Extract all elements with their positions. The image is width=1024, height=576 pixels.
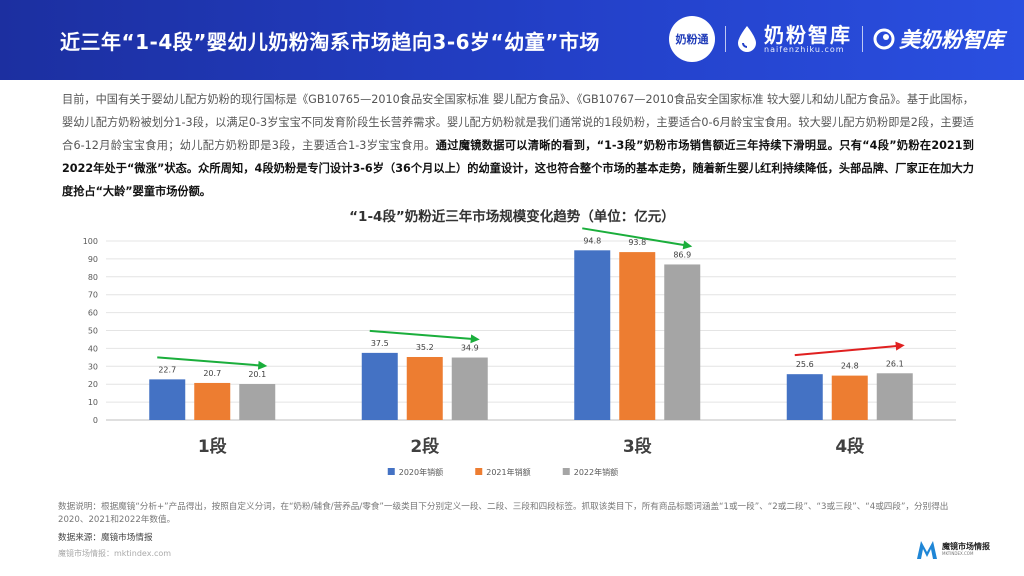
legend-label: 2021年销额 — [486, 467, 530, 477]
legend-swatch — [475, 468, 483, 475]
y-tick-label: 20 — [88, 380, 98, 389]
trend-arrow — [369, 329, 473, 340]
bar — [831, 375, 868, 420]
bar-value-label: 86.9 — [673, 250, 691, 259]
bar-value-label: 20.7 — [203, 369, 221, 378]
trend-arrow-head — [470, 334, 480, 344]
naifenzhiku-logo-cn: 奶粉智库 — [764, 22, 852, 47]
trend-arrow-head — [895, 341, 905, 351]
data-note: 数据说明：根据魔镜“分析+”产品得出，按照自定义分词，在“奶粉/辅食/营养品/零… — [58, 502, 949, 525]
trend-arrow-head — [682, 240, 693, 250]
y-tick-label: 60 — [88, 309, 98, 318]
y-tick-label: 90 — [88, 255, 98, 264]
y-tick-label: 50 — [88, 327, 98, 336]
bar-value-label: 37.5 — [371, 339, 389, 348]
bar-chart-area: “1-4段”奶粉近三年市场规模变化趋势（单位：亿元） 0 10 20 30 40 50 60 7… — [0, 198, 1024, 498]
category-label: 2段 — [410, 436, 439, 457]
chart-title: “1-4段”奶粉近三年市场规模变化趋势（单位：亿元） — [349, 208, 675, 225]
logo-separator — [862, 26, 863, 52]
data-source: 数据来源：魔镜市场情报 — [58, 533, 153, 543]
trend-arrow — [794, 344, 898, 357]
mktindex-logo-en: MKTINDEX.COM — [942, 551, 974, 557]
bar-value-label: 93.8 — [628, 238, 646, 247]
intro-paragraph: 目前，中国有关于婴幼儿配方奶粉的现行国标是《GB10765—2010食品安全国家… — [62, 88, 974, 203]
bar-value-label: 34.9 — [461, 344, 479, 353]
bar — [406, 356, 443, 420]
y-tick-label: 10 — [88, 398, 98, 407]
naifentong-logo: 奶粉通 — [669, 16, 715, 62]
bar-value-label: 94.8 — [583, 236, 601, 245]
bar — [451, 357, 488, 420]
bar-value-label: 26.1 — [886, 359, 904, 368]
legend-label: 2022年销额 — [574, 467, 618, 477]
bar-value-label: 24.8 — [841, 362, 859, 371]
intro-text: 目前，中国有关于婴幼儿配方奶粉的现行国标是《GB10765—2010食品安全国家… — [62, 93, 974, 152]
swirl-icon — [873, 28, 895, 50]
y-tick-label: 100 — [83, 237, 98, 246]
bar — [194, 382, 231, 420]
meinaifen-logo: 美奶粉智库 — [873, 24, 1004, 54]
trend-arrow — [582, 227, 686, 247]
milk-drop-icon — [738, 25, 756, 52]
trend-arrow-head — [257, 360, 268, 370]
mktindex-logo: 魔镜市场情报 MKTINDEX.COM — [916, 540, 990, 560]
y-tick-label: 40 — [88, 344, 98, 353]
bar — [876, 373, 913, 420]
y-tick-label: 30 — [88, 362, 98, 371]
footer-website: 魔镜市场情报：mktindex.com — [58, 549, 172, 558]
y-tick-label: 0 — [93, 416, 98, 425]
bar-value-label: 25.6 — [796, 360, 814, 369]
y-tick-label: 70 — [88, 291, 98, 300]
bar — [574, 250, 611, 420]
bar-value-label: 22.7 — [158, 365, 176, 374]
y-tick-label: 80 — [88, 273, 98, 282]
bar-value-label: 35.2 — [416, 343, 434, 352]
bar — [149, 379, 186, 420]
header-banner: 近三年“1-4段”婴幼儿奶粉淘系市场趋向3-6岁“幼童”市场 奶粉通 奶粉智库 … — [0, 0, 1024, 80]
bar-chart: “1-4段”奶粉近三年市场规模变化趋势（单位：亿元） 0 10 20 30 40 50 60 7… — [83, 208, 956, 477]
category-label: 3段 — [623, 436, 652, 457]
bar — [786, 374, 823, 420]
naifenzhiku-logo-en: naifenzhiku.com — [764, 44, 845, 54]
naifentong-logo-text: 奶粉通 — [675, 33, 709, 46]
m-logo-icon — [917, 541, 937, 559]
meinaifen-logo-text: 美奶粉智库 — [899, 28, 1004, 52]
bar — [239, 384, 276, 420]
legend-label: 2020年销额 — [399, 467, 443, 477]
trend-arrow — [157, 356, 261, 367]
category-label: 1段 — [198, 436, 227, 457]
legend-swatch — [387, 468, 395, 475]
naifenzhiku-logo: 奶粉智库 naifenzhiku.com — [736, 24, 852, 55]
mktindex-logo-cn: 魔镜市场情报 — [942, 542, 990, 552]
bar — [664, 264, 701, 420]
bar — [361, 352, 398, 420]
intro-highlight-text: 通过魔镜数据可以清晰的看到，“1-3段”奶粉市场销售额近三年持续下滑明显。只有“… — [62, 139, 974, 198]
legend-swatch — [562, 468, 570, 475]
bar — [619, 252, 656, 420]
logo-separator — [725, 26, 726, 52]
page-title: 近三年“1-4段”婴幼儿奶粉淘系市场趋向3-6岁“幼童”市场 — [60, 30, 600, 54]
category-label: 4段 — [835, 436, 864, 457]
header-logos: 奶粉通 奶粉智库 naifenzhiku.com 美奶粉智库 — [669, 14, 1004, 64]
bar-value-label: 20.1 — [248, 370, 266, 379]
